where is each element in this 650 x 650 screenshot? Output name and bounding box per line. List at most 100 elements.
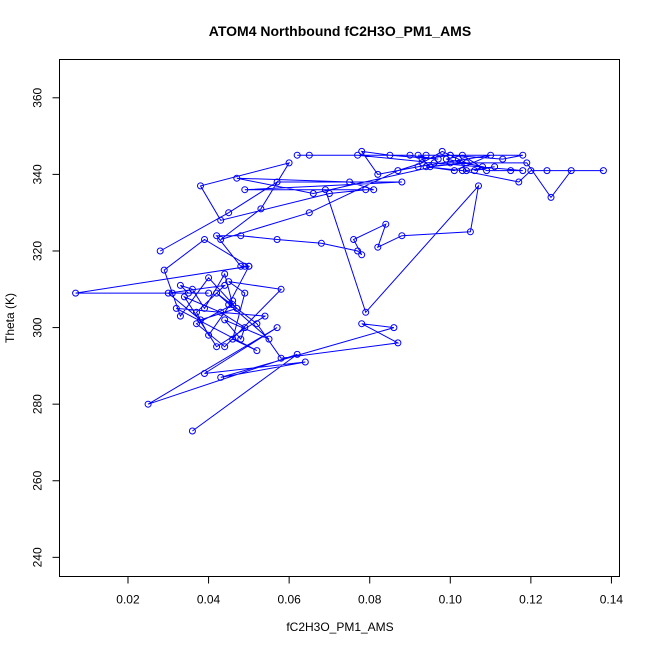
- data-point: [394, 167, 402, 175]
- x-tick-label: 0.14: [600, 593, 624, 607]
- x-axis-label: fC2H3O_PM1_AMS: [286, 620, 393, 634]
- data-point: [293, 151, 301, 159]
- data-point: [309, 190, 317, 197]
- plot-area: [59, 59, 620, 577]
- data-point: [394, 339, 402, 347]
- data-point: [273, 324, 281, 332]
- data-point: [305, 151, 313, 159]
- data-point: [265, 335, 273, 343]
- data-point: [213, 289, 221, 297]
- data-point: [462, 159, 470, 167]
- data-point: [547, 193, 555, 201]
- x-tick-label: 0.04: [197, 593, 221, 607]
- data-point: [285, 159, 293, 167]
- data-point: [261, 312, 269, 320]
- data-point: [519, 151, 527, 159]
- data-point: [225, 209, 233, 217]
- data-point: [241, 186, 249, 194]
- data-point: [172, 304, 180, 312]
- data-point: [418, 159, 426, 167]
- data-point: [317, 239, 325, 247]
- data-point: [507, 167, 515, 175]
- data-point: [164, 289, 172, 297]
- y-tick-label: 240: [31, 547, 45, 567]
- data-point: [567, 167, 575, 175]
- data-point: [156, 247, 164, 255]
- data-point: [301, 358, 309, 366]
- series-points: [72, 147, 607, 435]
- y-tick-label: 360: [31, 87, 45, 107]
- data-point: [390, 324, 398, 332]
- data-point: [386, 151, 394, 159]
- data-point: [221, 281, 229, 289]
- data-point: [217, 308, 225, 316]
- data-point: [197, 316, 204, 324]
- chart-title: ATOM4 Northbound fC2H3O_PM1_AMS: [209, 23, 471, 39]
- data-point: [205, 289, 213, 297]
- data-point: [479, 163, 486, 171]
- x-tick-label: 0.06: [277, 593, 301, 607]
- data-point: [434, 155, 442, 163]
- data-point: [442, 155, 450, 163]
- data-point: [543, 167, 551, 175]
- data-point: [483, 167, 491, 175]
- x-axis: 0.02 0.04 0.06 0.08 0.10 0.12 0.14: [116, 576, 624, 607]
- data-point: [454, 155, 462, 163]
- data-point: [354, 151, 362, 159]
- data-point: [188, 285, 196, 293]
- data-point: [188, 427, 196, 435]
- data-point: [241, 262, 249, 270]
- data-point: [229, 335, 237, 343]
- data-point: [217, 236, 225, 243]
- data-point: [430, 159, 438, 167]
- data-point: [374, 243, 382, 251]
- data-point: [245, 262, 253, 270]
- data-point: [422, 151, 430, 159]
- data-point: [370, 186, 378, 194]
- y-tick-label: 260: [31, 470, 45, 490]
- data-point: [160, 266, 168, 274]
- data-point: [446, 159, 454, 167]
- data-point: [213, 232, 221, 240]
- data-point: [237, 262, 245, 270]
- data-point: [193, 308, 200, 316]
- data-point: [176, 312, 184, 320]
- data-point: [398, 178, 406, 186]
- data-point: [499, 155, 507, 163]
- data-point: [213, 343, 221, 351]
- data-point: [362, 308, 370, 316]
- data-point: [305, 209, 313, 217]
- data-point: [293, 350, 301, 358]
- data-point: [241, 289, 249, 297]
- data-point: [527, 167, 535, 175]
- series-lines: [75, 150, 604, 432]
- data-point: [458, 151, 466, 159]
- data-point: [241, 324, 249, 332]
- data-point: [374, 170, 382, 178]
- data-point: [180, 293, 188, 301]
- data-point: [233, 174, 241, 182]
- data-point: [471, 167, 478, 175]
- data-point: [225, 278, 233, 286]
- data-point: [72, 289, 80, 297]
- data-point: [229, 297, 237, 305]
- data-point: [418, 155, 426, 163]
- data-point: [358, 147, 366, 155]
- data-point: [519, 167, 527, 175]
- data-point: [237, 232, 245, 240]
- data-point: [487, 151, 495, 159]
- data-point: [233, 304, 241, 312]
- data-point: [414, 151, 422, 159]
- data-point: [422, 163, 430, 171]
- data-point: [184, 289, 192, 297]
- data-point: [491, 163, 499, 171]
- x-tick-label: 0.12: [519, 593, 543, 607]
- data-point: [197, 182, 204, 190]
- data-point: [205, 331, 213, 339]
- data-point: [144, 400, 152, 408]
- data-point: [362, 186, 370, 194]
- data-point: [225, 301, 233, 309]
- data-point: [426, 163, 434, 171]
- data-point: [466, 228, 474, 236]
